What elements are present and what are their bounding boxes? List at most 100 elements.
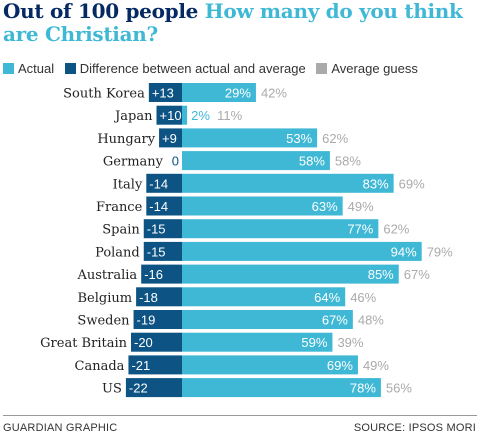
category-label: Japan [113, 109, 153, 124]
difference-label: -22 [129, 381, 148, 396]
category-label: South Korea [63, 87, 145, 102]
legend-label-difference: Difference between actual and average [79, 61, 306, 76]
difference-bar [125, 378, 182, 398]
actual-value-label: 83% [363, 176, 389, 191]
graphic-credit: GUARDIAN GRAPHIC [3, 422, 118, 434]
difference-bar [146, 173, 182, 193]
average-guess-label: 67% [404, 267, 430, 282]
category-label: France [96, 200, 143, 215]
legend-label-average: Average guess [331, 61, 418, 76]
actual-value-label: 69% [327, 358, 353, 373]
average-guess-label: 42% [261, 86, 287, 101]
actual-bar [182, 128, 318, 148]
difference-bar [159, 128, 182, 148]
difference-label: +9 [162, 131, 177, 146]
actual-bar [182, 378, 381, 398]
category-label: US [102, 382, 122, 397]
legend-swatch-difference [64, 63, 76, 74]
actual-bar [182, 264, 399, 284]
difference-bar [128, 355, 182, 375]
category-label: Spain [102, 223, 140, 238]
actual-bar [182, 151, 330, 171]
difference-label: -16 [144, 267, 163, 282]
chart-title: Out of 100 people How many do you think … [3, 0, 475, 46]
legend-item-average: Average guess [316, 61, 418, 76]
difference-bar [133, 310, 182, 329]
difference-bar [143, 241, 182, 261]
difference-bar [136, 287, 182, 307]
average-guess-label: 62% [383, 222, 409, 237]
actual-value-label: 64% [314, 290, 340, 305]
average-guess-label: 48% [358, 313, 384, 328]
actual-value-label: 67% [322, 313, 348, 328]
category-label: Australia [77, 268, 138, 283]
legend-swatch-average [316, 63, 328, 74]
actual-bar [182, 310, 353, 329]
difference-label: -20 [134, 335, 153, 350]
average-guess-label: 69% [399, 176, 425, 191]
actual-value-label: 85% [368, 267, 394, 282]
actual-bar [182, 241, 422, 261]
bar-chart: +13 29% 42% South Korea +10 2% 11% Japan +9 53% 62… [40, 83, 453, 398]
source-note: SOURCE: IPSOS MORI [353, 422, 476, 434]
difference-label: -18 [139, 290, 158, 305]
category-label: Great Britain [40, 336, 127, 351]
category-label: Italy [113, 177, 143, 192]
actual-value-label: 29% [225, 86, 251, 101]
difference-label: -21 [131, 358, 150, 373]
difference-label: -14 [149, 176, 168, 191]
actual-bar [182, 173, 394, 193]
average-guess-label: 58% [335, 154, 361, 169]
actual-bar [182, 219, 379, 239]
difference-label: +13 [152, 86, 174, 101]
legend-item-difference: Difference between actual and average [64, 61, 306, 76]
legend-label-actual: Actual [18, 61, 55, 76]
actual-bar [182, 332, 333, 352]
actual-value-label: 94% [391, 244, 417, 259]
title-part-2: How many do you think are Christian? [3, 0, 463, 46]
average-guess-label: 39% [337, 335, 363, 350]
actual-bar [182, 83, 256, 102]
actual-value-label: 58% [299, 154, 325, 169]
category-label: Canada [75, 359, 125, 374]
title-part-1: Out of 100 people [3, 0, 199, 23]
actual-bar [182, 355, 358, 375]
legend-swatch-actual [3, 63, 14, 74]
actual-value-label: 77% [347, 222, 373, 237]
actual-bar [182, 287, 346, 307]
difference-label: -15 [147, 222, 166, 237]
average-guess-label: 56% [386, 381, 412, 396]
average-guess-label: 46% [350, 290, 376, 305]
actual-value-label: 53% [286, 131, 312, 146]
average-guess-label: 62% [322, 131, 348, 146]
difference-bar [156, 105, 182, 125]
difference-bar [146, 196, 182, 216]
category-label: Germany [103, 155, 164, 170]
average-guess-label: 49% [348, 199, 374, 214]
difference-label: -14 [149, 199, 168, 214]
category-label: Poland [95, 245, 140, 260]
legend-item-actual: Actual [3, 61, 54, 76]
actual-value-label: 2% [191, 108, 210, 123]
actual-value-label: 63% [312, 199, 338, 214]
difference-label: +10 [160, 108, 182, 123]
average-guess-label: 49% [363, 358, 389, 373]
average-guess-label: 79% [427, 244, 453, 259]
actual-bar [182, 196, 343, 216]
average-guess-label: 11% [217, 108, 242, 123]
actual-value-label: 78% [350, 381, 376, 396]
footer-divider [3, 415, 477, 416]
actual-bar [182, 105, 188, 125]
category-label: Belgium [78, 291, 133, 306]
category-label: Sweden [77, 314, 130, 329]
difference-bar [148, 83, 182, 102]
actual-value-label: 59% [301, 335, 327, 350]
difference-bar [141, 264, 182, 284]
difference-bar [131, 332, 182, 352]
difference-label: -19 [137, 313, 156, 328]
difference-label: 0 [172, 154, 179, 169]
difference-bar [143, 219, 182, 239]
category-label: Hungary [97, 132, 155, 147]
legend: Actual Difference between actual and ave… [3, 61, 425, 77]
